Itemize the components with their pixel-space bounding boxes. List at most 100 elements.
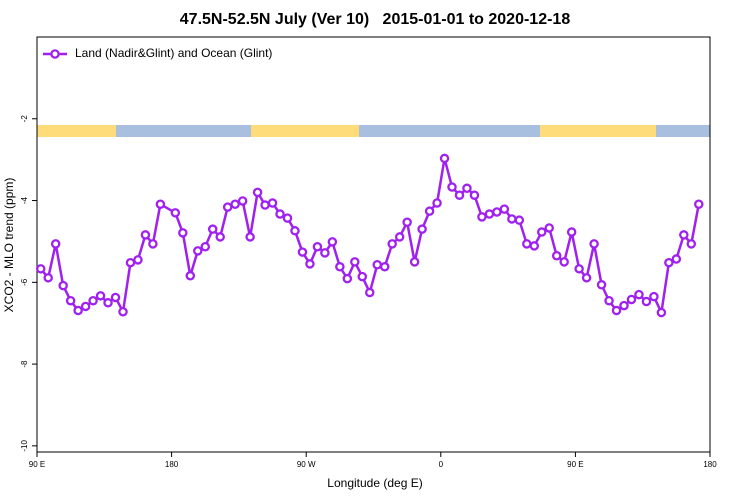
data-point (402, 217, 412, 227)
data-point (245, 232, 255, 242)
data-point (529, 241, 540, 251)
data-point (537, 227, 547, 237)
data-point (671, 254, 682, 264)
data-point (103, 298, 113, 308)
data-point (260, 200, 270, 210)
data-point (125, 257, 136, 268)
data-point (686, 239, 697, 249)
data-point (185, 271, 196, 281)
data-point (656, 307, 667, 318)
data-point (305, 259, 315, 269)
data-point (424, 206, 435, 216)
data-point (133, 255, 143, 265)
x-tick-label: 180 (165, 460, 179, 469)
data-point (110, 292, 121, 303)
data-point (327, 237, 338, 247)
data-point (394, 232, 405, 242)
data-point (626, 294, 637, 305)
data-point (581, 273, 592, 283)
chart-title: 47.5N-52.5N July (Ver 10) 2015-01-01 to … (180, 11, 571, 28)
data-point (43, 273, 53, 283)
data-point (611, 305, 622, 316)
data-point (544, 223, 554, 233)
data-point (604, 295, 614, 306)
y-tick-label: -6 (20, 278, 29, 286)
strip-land (251, 125, 359, 137)
data-point (596, 280, 607, 290)
data-point (574, 264, 584, 274)
data-point (566, 227, 577, 237)
data-point (73, 305, 83, 316)
x-tick-label: 180 (703, 460, 717, 469)
plot-frame (36, 36, 711, 453)
strip-land (37, 125, 116, 137)
data-point (365, 287, 375, 298)
data-point (679, 230, 689, 240)
data-point (230, 199, 240, 209)
data-point (95, 291, 106, 301)
data-point (634, 289, 644, 300)
data-point (379, 262, 390, 272)
data-point (80, 301, 91, 312)
data-point (492, 207, 502, 217)
data-point (148, 239, 158, 249)
data-point (200, 241, 210, 252)
data-point (507, 214, 517, 224)
data-point (462, 183, 472, 194)
data-point (312, 241, 323, 252)
legend-marker (50, 49, 60, 59)
data-point (664, 257, 674, 268)
data-point (694, 199, 704, 209)
data-point (447, 182, 457, 192)
data-point (275, 209, 285, 219)
data-point (267, 198, 278, 208)
surface-strip (37, 125, 710, 137)
x-tick-label: 90 W (297, 460, 316, 469)
data-point (118, 307, 128, 317)
data-point (514, 215, 525, 225)
data-point (417, 224, 427, 234)
data-point (409, 257, 420, 267)
data-point (477, 212, 487, 222)
data-point (484, 209, 495, 219)
data-point (252, 187, 263, 198)
data-point (469, 190, 480, 200)
data-point (619, 300, 629, 311)
data-point (222, 202, 233, 212)
data-point (335, 262, 345, 272)
data-point (178, 228, 188, 238)
data-point (35, 264, 46, 274)
data-point (207, 224, 218, 234)
data-point (551, 250, 562, 261)
data-point (65, 295, 76, 306)
data-point (50, 239, 61, 249)
data-point (432, 198, 442, 208)
y-tick-label: -2 (20, 115, 29, 123)
y-tick-label: -10 (20, 440, 29, 452)
data-point (140, 230, 151, 240)
y-axis-label: XCO2 - MLO trend (ppm) (2, 178, 16, 313)
data-point (649, 291, 659, 302)
data-point (522, 239, 532, 249)
data-point (499, 204, 510, 214)
data-point (357, 271, 368, 282)
y-tick-label: -4 (20, 196, 29, 204)
data-point (342, 273, 353, 284)
series-line (39, 158, 701, 317)
data-point (88, 295, 98, 306)
data-point (454, 190, 465, 200)
data-point (320, 248, 330, 258)
data-point (58, 280, 68, 291)
data-point (237, 196, 248, 206)
data-point (282, 213, 293, 223)
x-axis-label: Longitude (deg E) (327, 476, 422, 490)
data-point (215, 232, 225, 242)
data-point (290, 226, 300, 236)
data-point (589, 239, 599, 249)
data-point (297, 247, 308, 257)
data-point (193, 246, 203, 256)
x-tick-label: 90 E (29, 460, 45, 469)
data-point (170, 208, 181, 218)
